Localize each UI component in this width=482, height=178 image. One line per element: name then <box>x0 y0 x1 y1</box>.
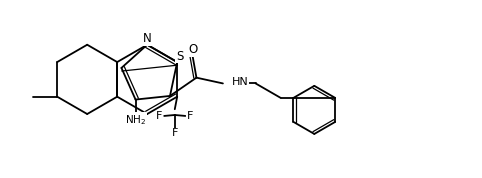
Text: S: S <box>176 50 183 63</box>
Text: HN: HN <box>231 77 248 87</box>
Text: O: O <box>188 43 197 56</box>
Text: F: F <box>172 128 178 138</box>
Text: NH$_2$: NH$_2$ <box>125 113 146 127</box>
Text: N: N <box>143 32 151 45</box>
Text: F: F <box>187 111 193 121</box>
Text: F: F <box>156 111 162 121</box>
